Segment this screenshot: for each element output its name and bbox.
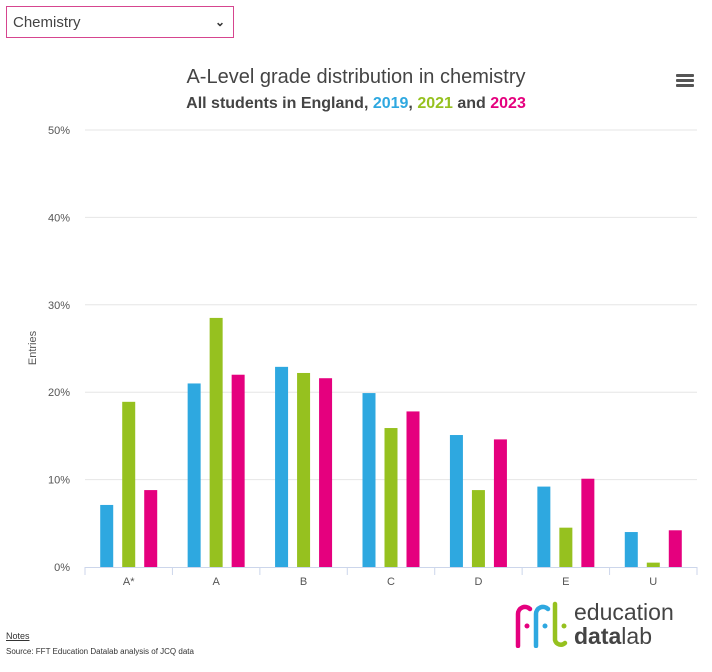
- y-tick-label: 40%: [48, 212, 70, 224]
- bar-2023-A: [231, 374, 245, 567]
- source-text: Source: FFT Education Datalab analysis o…: [6, 647, 194, 656]
- y-tick-label: 30%: [48, 300, 70, 312]
- hamburger-menu-icon[interactable]: [676, 74, 694, 88]
- y-tick-label: 20%: [48, 387, 70, 399]
- bar-2023-B: [319, 378, 333, 567]
- svg-text:datalab: datalab: [574, 623, 652, 648]
- bar-2021-B: [297, 372, 311, 567]
- bar-2021-D: [471, 490, 485, 567]
- bar-2019-E: [537, 486, 551, 567]
- y-tick-label: 0%: [54, 562, 70, 574]
- x-tick-label: D: [474, 576, 482, 588]
- x-tick-label: C: [387, 576, 395, 588]
- bar-2023-U: [668, 530, 682, 567]
- chart-subtitle: All students in England, 2019, 2021 and …: [0, 95, 712, 113]
- svg-text:education: education: [574, 600, 674, 625]
- bar-2023-D: [493, 439, 507, 567]
- chevron-down-icon: ⌄: [214, 15, 225, 29]
- subtitle-part: 2023: [490, 95, 526, 112]
- bar-2019-A*: [100, 504, 114, 567]
- bar-2019-C: [362, 393, 376, 567]
- x-tick-label: E: [562, 576, 569, 588]
- subtitle-part: All students in England,: [186, 95, 373, 112]
- bar-2019-A: [187, 383, 201, 567]
- x-tick-label: U: [649, 576, 657, 588]
- notes-link[interactable]: Notes: [6, 631, 30, 641]
- x-tick-label: A*: [123, 576, 135, 588]
- subtitle-part: 2021: [417, 95, 453, 112]
- fft-education-datalab-logo: education datalab: [515, 600, 674, 648]
- bar-2021-A*: [122, 401, 136, 567]
- bar-2021-C: [384, 428, 398, 567]
- bar-2021-A: [209, 317, 223, 567]
- chart-title: A-Level grade distribution in chemistry: [186, 66, 526, 88]
- bar-2023-C: [406, 411, 420, 567]
- subtitle-part: ,: [408, 95, 418, 112]
- bar-2021-E: [559, 527, 573, 567]
- subtitle-part: and: [452, 95, 491, 112]
- subject-select[interactable]: Chemistry ⌄: [6, 6, 234, 38]
- bar-2019-U: [624, 532, 638, 567]
- y-tick-label: 10%: [48, 475, 70, 487]
- y-axis-title: Entries: [27, 330, 39, 365]
- bar-2019-B: [275, 366, 289, 567]
- bar-2021-U: [646, 562, 660, 567]
- bar-2023-E: [581, 478, 595, 567]
- y-tick-label: 50%: [48, 125, 70, 137]
- bar-2023-A*: [144, 490, 158, 567]
- x-tick-label: A: [212, 576, 220, 588]
- x-tick-label: B: [300, 576, 307, 588]
- subject-select-value: Chemistry: [13, 13, 81, 31]
- bar-2019-D: [449, 435, 463, 567]
- subtitle-part: 2019: [372, 95, 409, 112]
